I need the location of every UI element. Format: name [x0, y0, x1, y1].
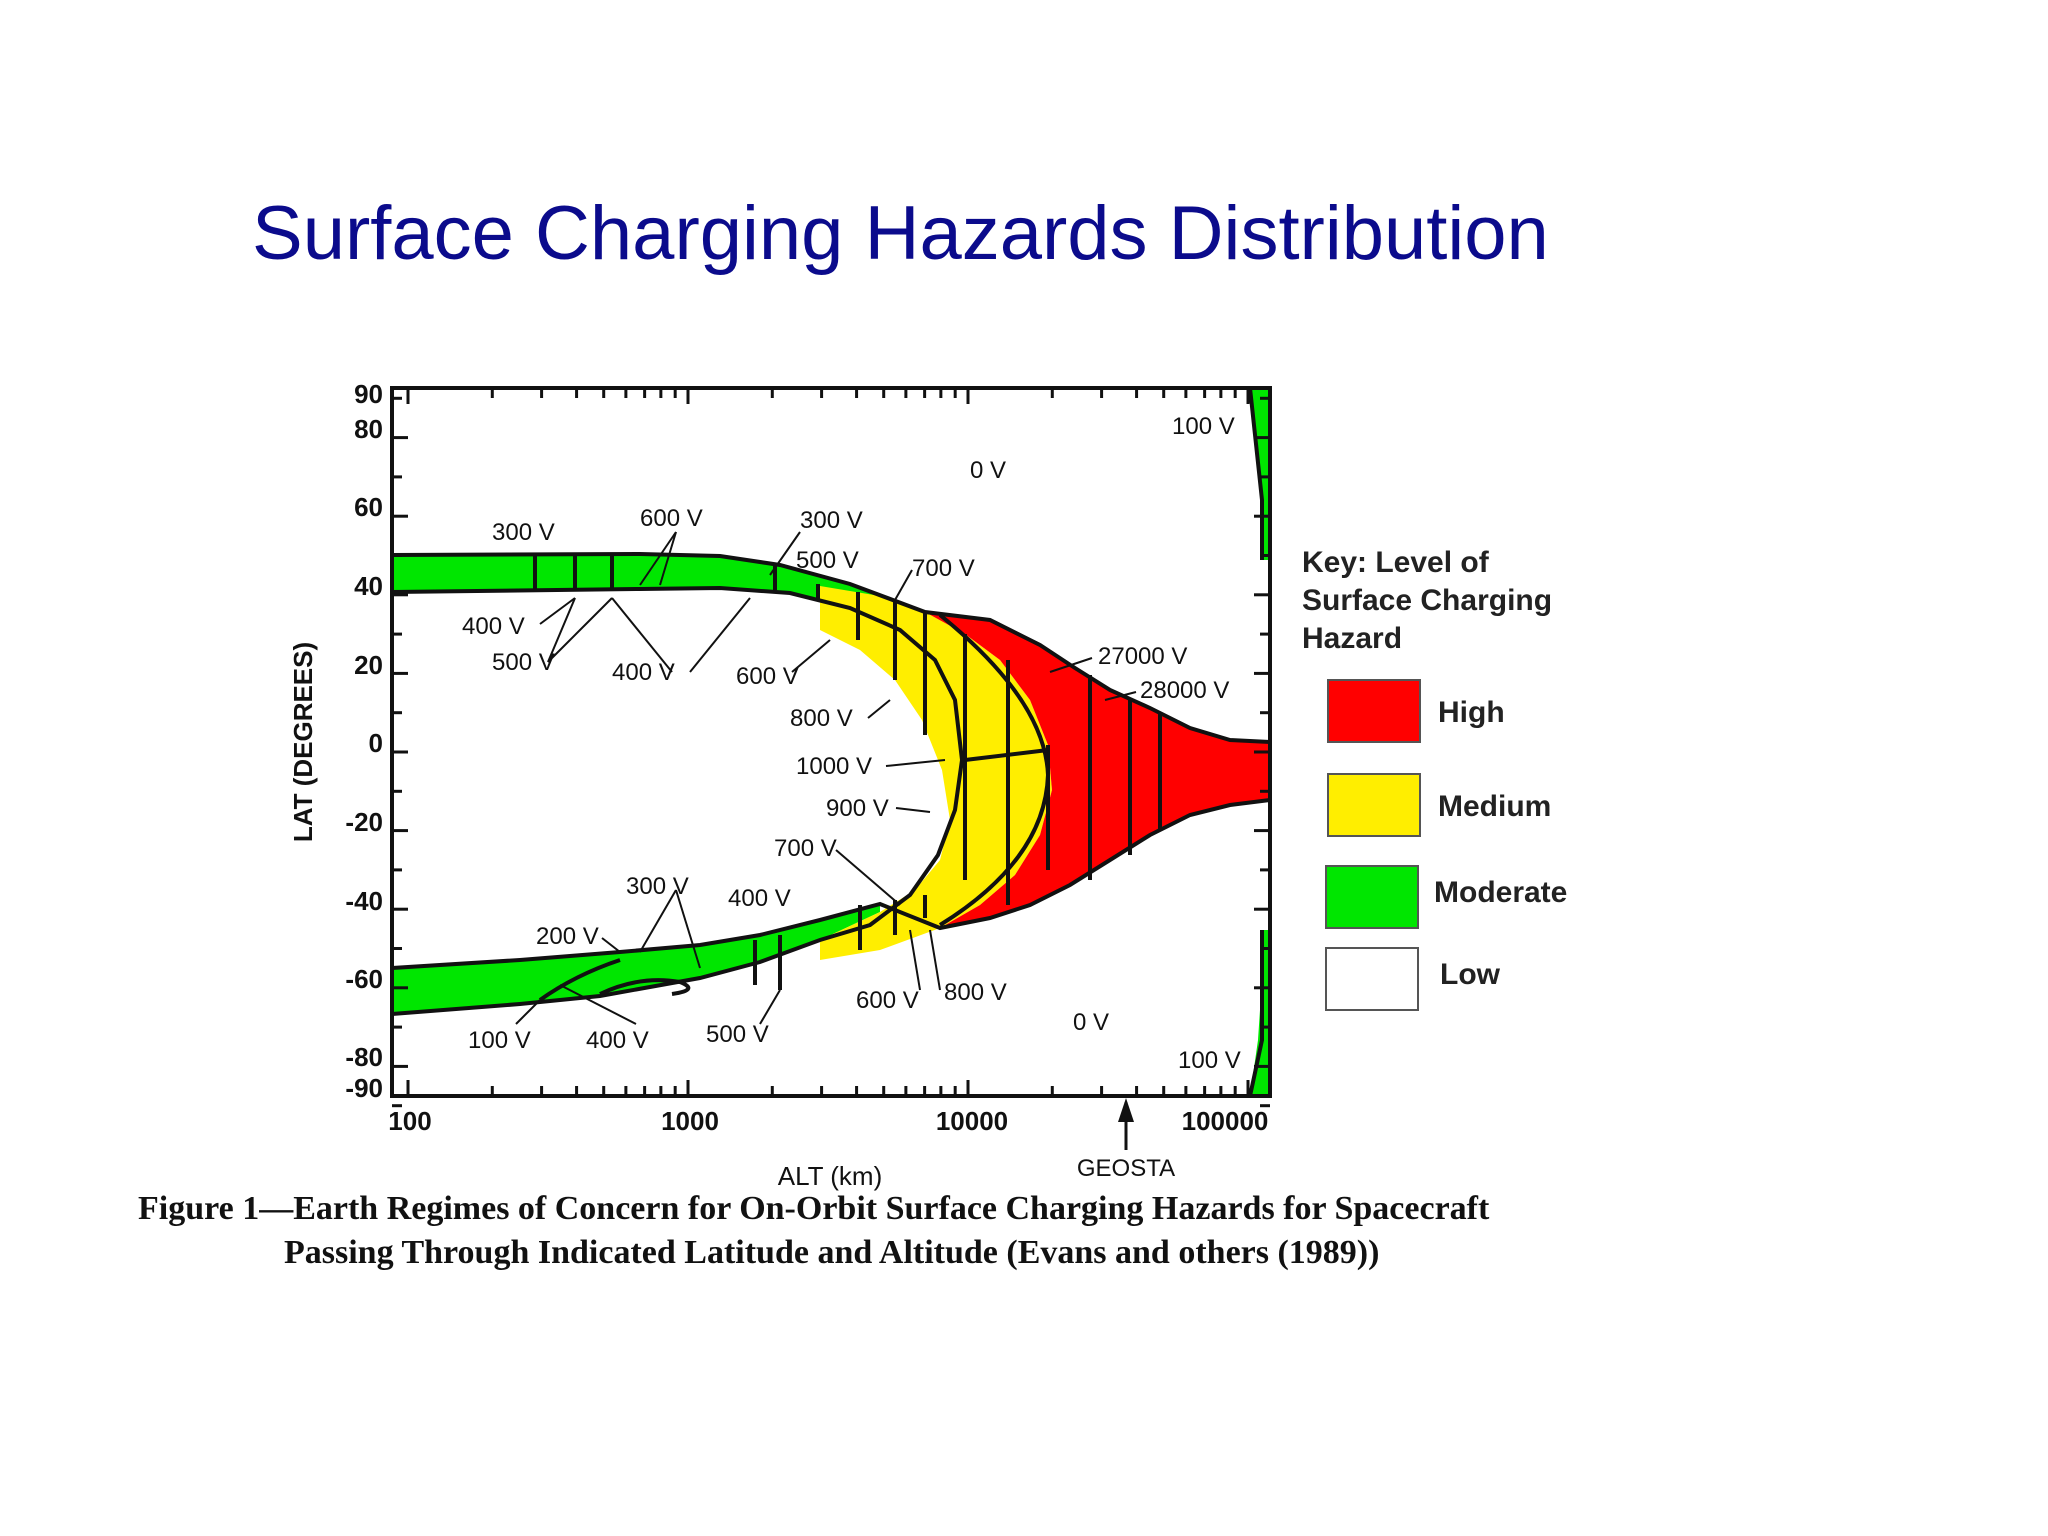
contour-label: 200 V — [536, 923, 599, 950]
contour-label: 900 V — [826, 795, 889, 822]
moderate-region-lower-band — [392, 904, 880, 1014]
key-swatch-high — [1327, 679, 1421, 743]
figure-caption-line-2: Passing Through Indicated Latitude and A… — [284, 1234, 1380, 1271]
contour-label: 300 V — [492, 519, 555, 546]
y-tick-label: -60 — [345, 964, 383, 994]
contour-label: 27000 V — [1098, 643, 1187, 670]
contour-label: 400 V — [462, 613, 525, 640]
y-axis-label: LAT (DEGREES) — [288, 642, 318, 842]
y-tick-label: -90 — [345, 1073, 383, 1103]
contour-label: 500 V — [796, 547, 859, 574]
x-tick-label: 100 — [388, 1106, 431, 1136]
y-tick-label: 60 — [354, 492, 383, 522]
contour-label: 700 V — [912, 555, 975, 582]
x-tick-label: 100000 — [1182, 1106, 1269, 1136]
contour-label: 100 V — [1172, 413, 1235, 440]
arrow-up-icon — [1118, 1098, 1134, 1122]
y-tick-labels: 90 80 60 40 20 0 -20 -40 -60 -80 -90 — [345, 379, 383, 1103]
y-tick-label: 20 — [354, 650, 383, 680]
contour-label: 0 V — [970, 457, 1006, 484]
contour-label: 500 V — [492, 649, 555, 676]
contour-label: 800 V — [944, 979, 1007, 1006]
axis-ticks — [392, 388, 1270, 1108]
contour-label: 600 V — [856, 987, 919, 1014]
x-tick-label: 1000 — [661, 1106, 719, 1136]
contour-label: 28000 V — [1140, 677, 1229, 704]
contour-label: 300 V — [626, 873, 689, 900]
contour-label: 600 V — [640, 505, 703, 532]
contour-label: 300 V — [800, 507, 863, 534]
contour-value-labels: 0 V 0 V 100 V 100 V 300 V 600 V 300 V 50… — [462, 413, 1241, 1074]
key-swatch-moderate — [1325, 865, 1419, 929]
key-label-low: Low — [1440, 958, 1501, 991]
key-label-moderate: Moderate — [1434, 876, 1567, 909]
y-tick-label: 90 — [354, 379, 383, 409]
contour-label: 100 V — [1178, 1047, 1241, 1074]
y-tick-label: 0 — [369, 728, 383, 758]
contour-label: 600 V — [736, 663, 799, 690]
key-swatch-low — [1325, 947, 1419, 1011]
key-label-medium: Medium — [1438, 790, 1551, 823]
geosta-marker: GEOSTA — [1077, 1098, 1175, 1182]
hazard-regions — [392, 388, 1270, 1096]
medium-region — [820, 586, 1052, 960]
contour-label: 400 V — [728, 885, 791, 912]
slide-title: Surface Charging Hazards Distribution — [252, 191, 1549, 276]
y-tick-label: 40 — [354, 571, 383, 601]
moderate-region-upper-band — [392, 554, 880, 608]
contour-label: 800 V — [790, 705, 853, 732]
y-tick-label: 80 — [354, 414, 383, 444]
key-swatch-medium — [1327, 773, 1421, 837]
y-tick-label: -20 — [345, 807, 383, 837]
y-tick-label: -80 — [345, 1042, 383, 1072]
contour-label: 1000 V — [796, 753, 872, 780]
contour-label: 400 V — [586, 1027, 649, 1054]
y-tick-label: -40 — [345, 886, 383, 916]
x-tick-labels: 100 1000 10000 100000 — [388, 1106, 1268, 1136]
key-label-high: High — [1438, 696, 1505, 729]
leader-lines — [515, 531, 1137, 1025]
key-title-line: Key: Level of — [1302, 546, 1490, 579]
plot-frame — [390, 386, 1272, 1098]
contour-label: 0 V — [1073, 1009, 1109, 1036]
hazard-key: Key: Level of Surface Charging Hazard Hi… — [1302, 546, 1567, 1011]
geosta-label: GEOSTA — [1077, 1155, 1175, 1182]
key-title-line: Surface Charging — [1302, 584, 1552, 617]
figure-caption-line-1: Figure 1—Earth Regimes of Concern for On… — [138, 1190, 1490, 1227]
contour-lines — [392, 388, 1270, 1096]
x-tick-label: 10000 — [936, 1106, 1008, 1136]
contour-label: 100 V — [468, 1027, 531, 1054]
key-title-line: Hazard — [1302, 622, 1402, 655]
x-axis-label: ALT (km) — [778, 1161, 882, 1191]
contour-label: 500 V — [706, 1021, 769, 1048]
high-region — [925, 612, 1270, 928]
contour-label: 700 V — [774, 835, 837, 862]
